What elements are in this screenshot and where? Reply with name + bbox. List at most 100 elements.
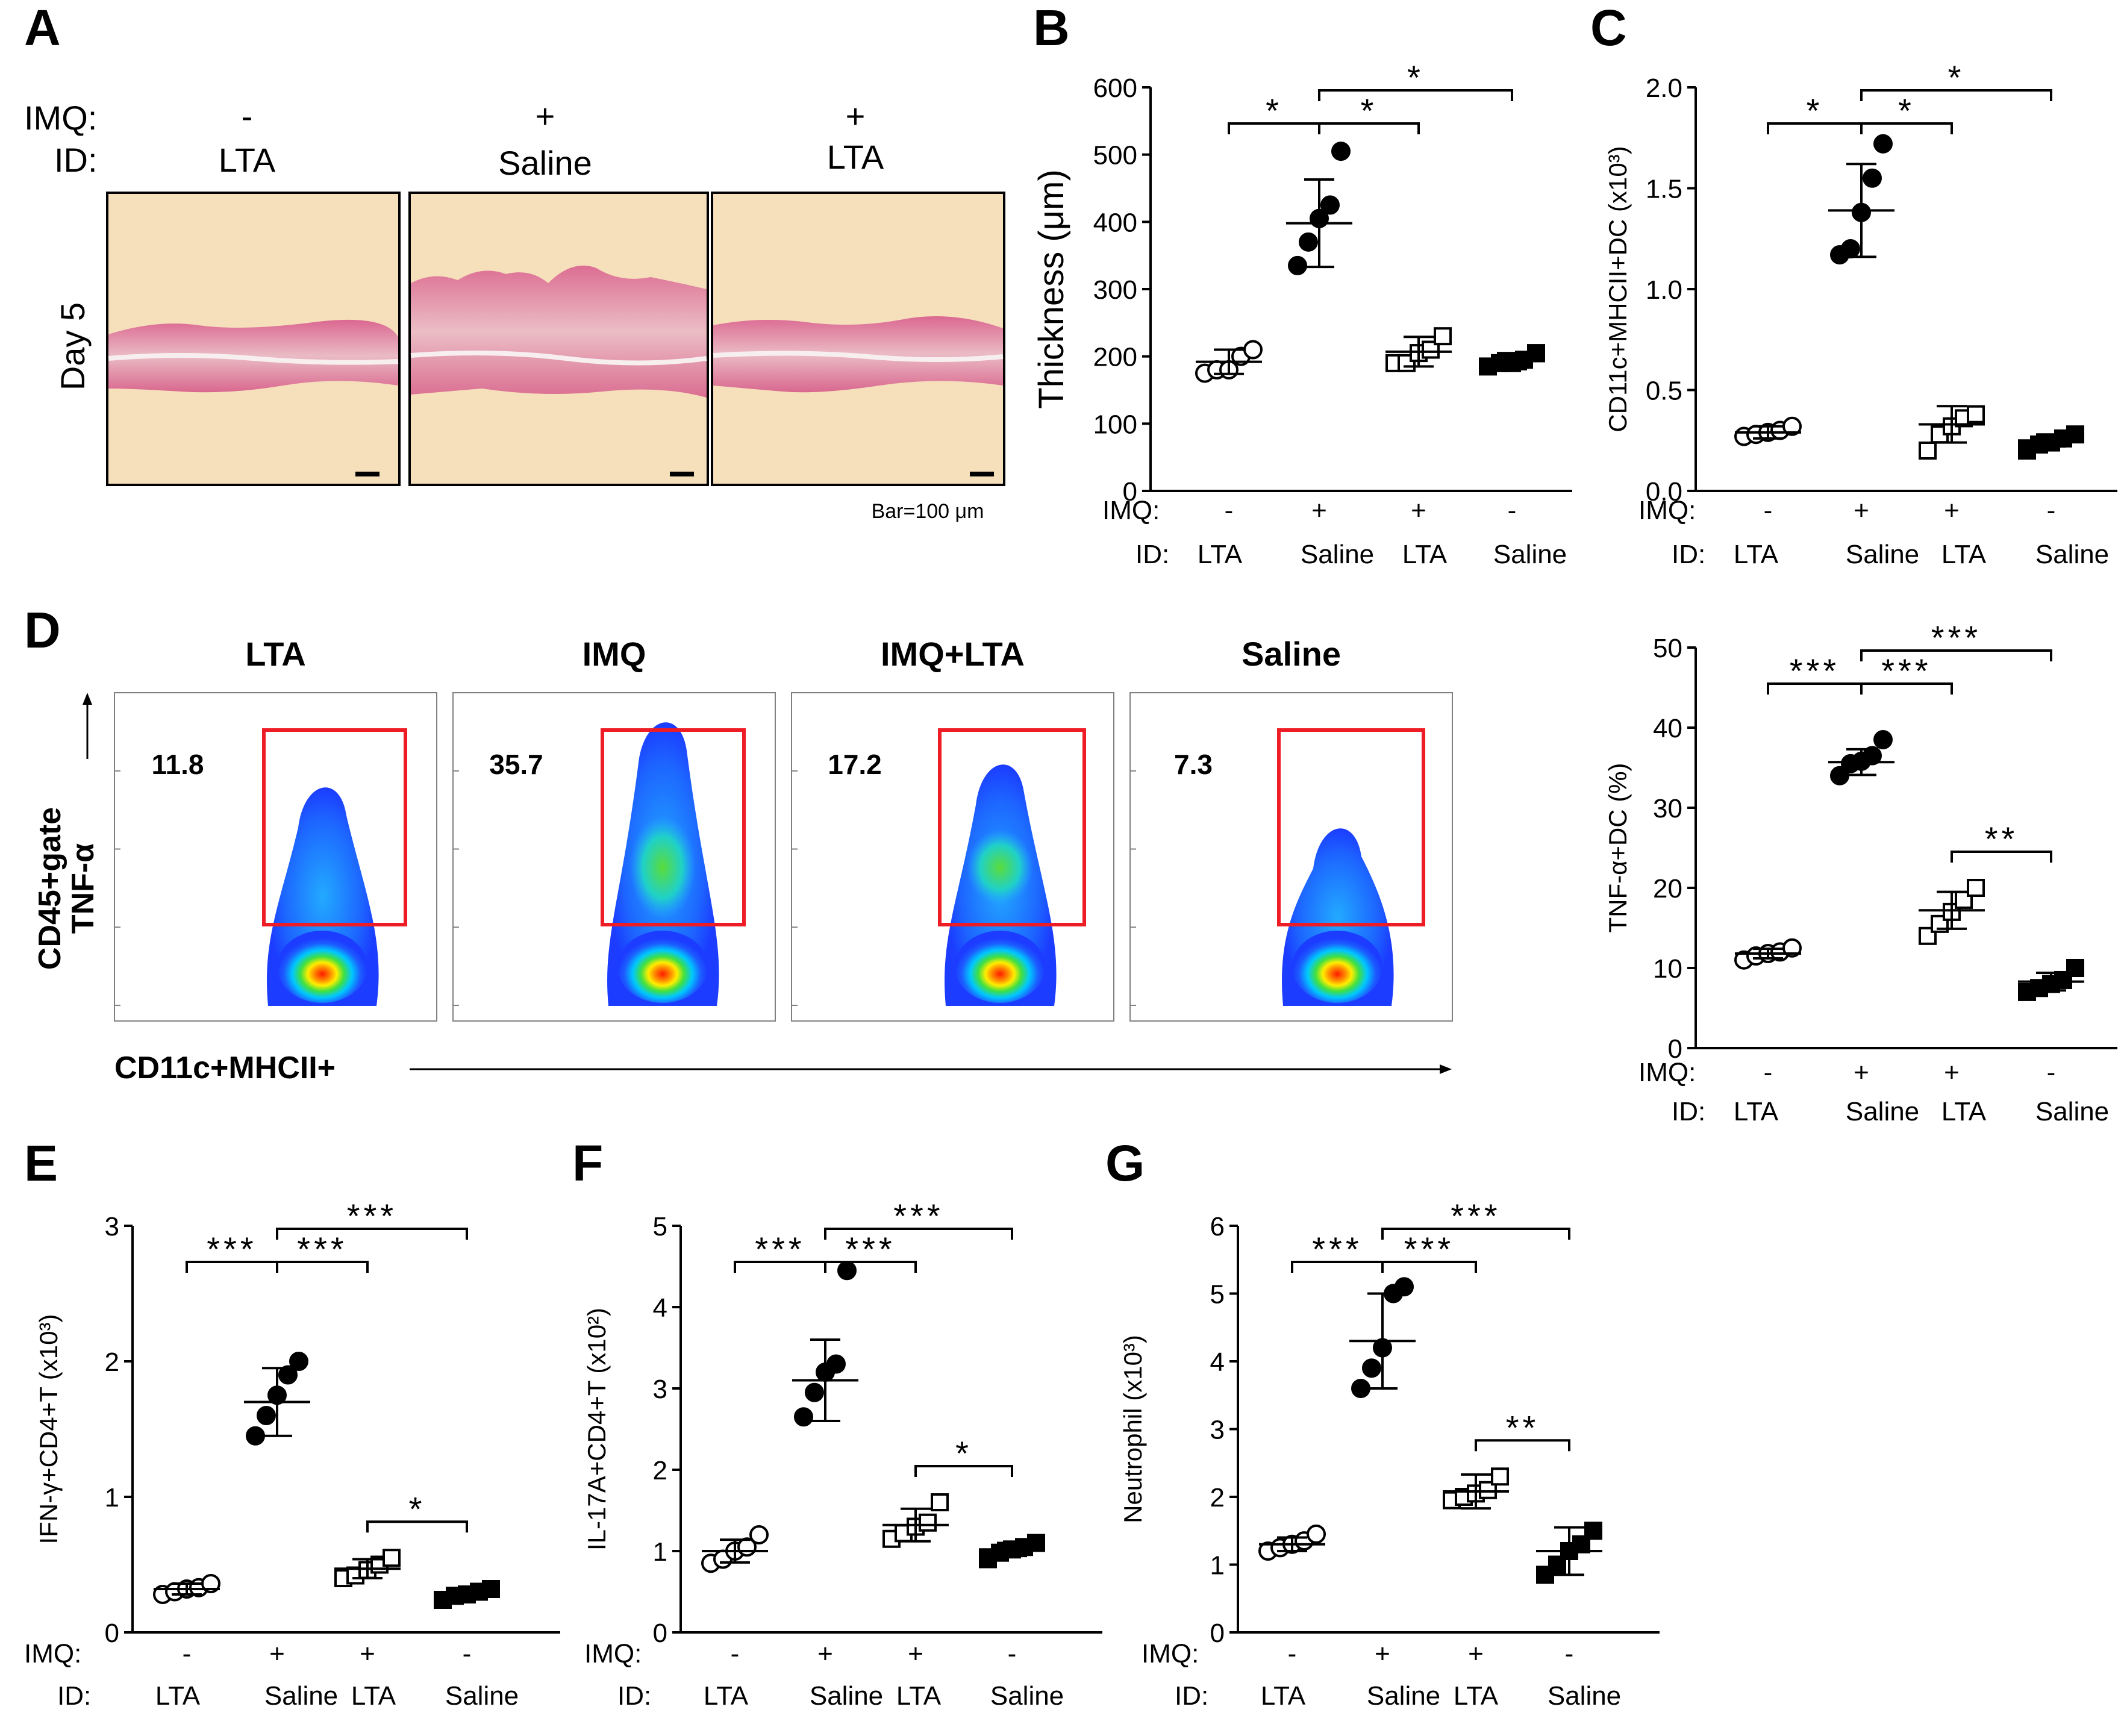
id-value: Saline [1548, 1681, 1621, 1711]
y-axis-label: IL-17A+CD4+T (x10²) [583, 1308, 611, 1550]
significance-bracket: *** [1860, 652, 1953, 695]
y-tick-label: 200 [1093, 343, 1137, 372]
significance-bracket: *** [824, 1230, 917, 1273]
bracket-line [1860, 89, 2052, 101]
id-value: Saline [1493, 540, 1567, 569]
significance-bracket: * [1860, 58, 2052, 101]
group-4 [1479, 344, 1545, 376]
id-value: Saline [1301, 540, 1374, 569]
data-point [1331, 142, 1351, 161]
imq-value: + [360, 1639, 375, 1669]
col3-id: LTA [827, 138, 884, 176]
y-axis-label: CD11c+MHCII+DC (x10³) [1604, 146, 1632, 432]
significance-bracket: *** [824, 1197, 1013, 1240]
panel-d-label: D [24, 602, 61, 658]
bracket-line [1860, 682, 1953, 695]
data-point [1527, 344, 1545, 363]
flow-density-mid [967, 829, 1033, 905]
y-tick-label: 10 [1653, 954, 1682, 984]
significance-bracket: ** [1951, 820, 2052, 863]
y-tick-label: 300 [1093, 275, 1137, 305]
significance-bracket: * [366, 1490, 468, 1533]
y-tick-label: 5 [653, 1212, 667, 1241]
data-point [383, 1549, 401, 1567]
significance-bracket: *** [1381, 1230, 1477, 1273]
bracket-line [824, 1261, 917, 1273]
y-tick-label: 0 [1210, 1619, 1225, 1648]
y-tick-label: 0 [1668, 1034, 1682, 1064]
panel-label: C [1590, 0, 1627, 56]
bracket-line [1475, 1439, 1570, 1452]
group-4 [1536, 1522, 1602, 1584]
id-value: LTA [351, 1681, 396, 1711]
id-row-label: ID: [1672, 1097, 1705, 1126]
significance-bracket: * [1318, 58, 1513, 101]
flow-plot-1: LTA 11.8 [114, 635, 437, 1022]
significance-bracket: * [1860, 92, 1953, 134]
id-value: LTA [1734, 540, 1779, 569]
significance-bracket: * [1767, 92, 1863, 134]
imq-row-label: IMQ: [1102, 496, 1160, 525]
data-point [1584, 1522, 1602, 1540]
imq-value: - [463, 1639, 472, 1669]
id-value: Saline [990, 1681, 1064, 1711]
flow-plot-title: IMQ [583, 635, 646, 673]
col1-imq: - [242, 97, 253, 135]
data-point [749, 1525, 769, 1544]
chart-b: B 0 100 200 300 400 500 600 Thickness (μm) IMQ: ID… [1032, 0, 1572, 569]
id-row-label: ID: [1135, 540, 1169, 569]
imq-value: - [1764, 1058, 1773, 1087]
id-value: LTA [1941, 540, 1987, 569]
data-point [1873, 134, 1893, 154]
id-value: LTA [1198, 540, 1243, 569]
y-tick-label: 1.5 [1646, 175, 1682, 204]
significance-stars: *** [1404, 1230, 1454, 1268]
id-value: LTA [1734, 1097, 1779, 1126]
id-value: Saline [445, 1681, 519, 1711]
significance-bracket: *** [186, 1230, 278, 1273]
id-value: Saline [810, 1681, 883, 1711]
imq-value: - [2047, 1058, 2056, 1087]
imq-row-label: IMQ: [24, 1639, 81, 1669]
bracket-line [1318, 89, 1513, 101]
y-tick-label: 2 [105, 1347, 119, 1377]
chart-c: C 0.0 0.5 1.0 1.5 2.0 CD11c+MHCII+DC (x10³) IMQ… [1590, 0, 2117, 569]
group-3 [882, 1493, 949, 1548]
flow-density-mid [629, 816, 696, 919]
imq-value: - [1764, 496, 1773, 525]
y-axis-label: TNF-α+DC (%) [1604, 763, 1632, 932]
chart-f: F 0 1 2 3 4 5 IL-17A+CD4+T (x10²) IMQ: ID: - LTA + Sa… [572, 1135, 1102, 1711]
id-value: LTA [704, 1681, 749, 1711]
y-tick-label: 3 [105, 1212, 119, 1241]
data-point [2066, 959, 2084, 977]
imq-value: - [1008, 1639, 1017, 1669]
significance-stars: *** [893, 1197, 943, 1235]
y-tick-label: 6 [1210, 1212, 1225, 1241]
flow-gate-percentage: 35.7 [489, 749, 543, 780]
id-row-label: ID: [54, 141, 98, 179]
group-3 [1443, 1467, 1509, 1510]
group-4 [979, 1534, 1045, 1569]
data-point [1320, 195, 1340, 215]
chart-e: E 0 1 2 3 IFN-γ+CD4+T (x10³) IMQ: ID: - LTA + Salin… [24, 1135, 560, 1711]
flow-plot-title: LTA [245, 635, 306, 673]
significance-stars: * [409, 1490, 426, 1528]
imq-value: - [2047, 496, 2056, 525]
imq-row-label: IMQ: [1638, 496, 1696, 525]
id-value: LTA [1941, 1097, 1987, 1126]
data-point [794, 1407, 813, 1427]
panel-d-flow: D CD45+gate TNF-α CD11c+MHCII+ LTA 11.8 IM… [24, 602, 1453, 1085]
panel-a: A IMQ: ID: - LTA + Saline + LTA Day 5 [24, 0, 1005, 523]
group-1 [1734, 938, 1802, 970]
imq-value: - [183, 1639, 192, 1669]
group-3 [334, 1549, 401, 1587]
y-tick-label: 400 [1093, 208, 1137, 237]
data-point [1362, 1358, 1381, 1378]
significance-bracket: *** [1860, 619, 2052, 661]
bracket-line [824, 1228, 1013, 1240]
flow-ylabel-line2: TNF-α [66, 843, 101, 934]
significance-bracket: *** [1291, 1230, 1384, 1273]
data-point [1243, 340, 1263, 360]
data-point [1491, 1467, 1509, 1486]
